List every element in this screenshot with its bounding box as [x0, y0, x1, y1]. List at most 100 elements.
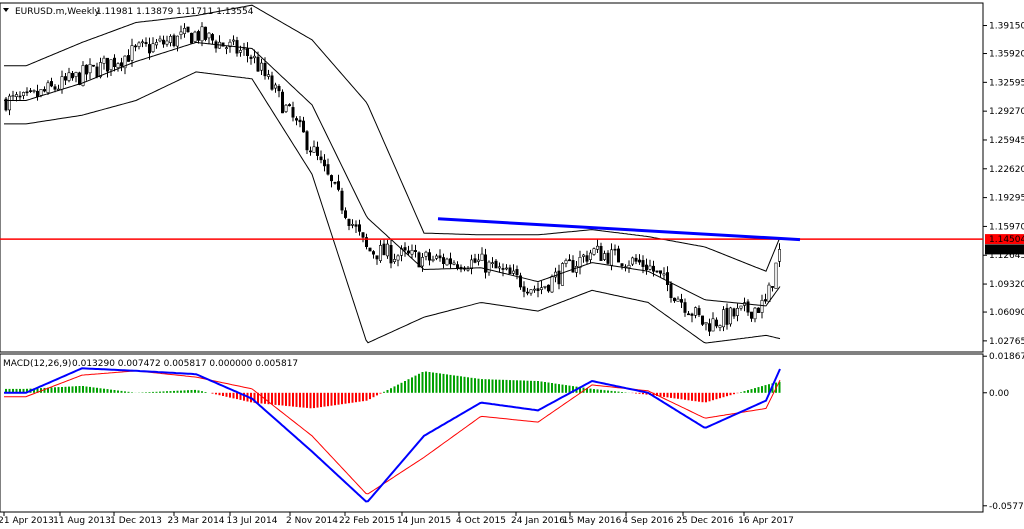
- candle-body: [581, 254, 585, 257]
- candle-body: [606, 252, 610, 264]
- candle-body: [571, 260, 575, 273]
- time-tick-label: 1 Dec 2013: [110, 516, 162, 526]
- candle-body: [277, 86, 281, 92]
- candle-body: [263, 62, 267, 77]
- candle-body: [176, 35, 180, 47]
- current-price-label-text: 1.13554: [989, 245, 1024, 255]
- candle-body: [777, 249, 781, 262]
- price-tick-label: 1.35920: [989, 50, 1024, 60]
- candle-body: [704, 321, 708, 325]
- candle-body: [756, 307, 760, 313]
- candle-body: [455, 264, 459, 269]
- candle-body: [529, 289, 533, 294]
- candle-body: [378, 245, 382, 261]
- candle-body: [767, 284, 771, 302]
- candle-body: [749, 311, 753, 319]
- candle-body: [350, 224, 354, 226]
- candle-body: [648, 265, 652, 270]
- candle-body: [74, 72, 78, 77]
- macd-panel[interactable]: 0.018674 0.00 -0.057731 MACD(12,26,9) 0.01…: [0, 352, 1024, 513]
- candle-body: [25, 91, 29, 94]
- candle-body: [291, 107, 295, 118]
- candle-body: [106, 57, 110, 72]
- candle-body: [599, 246, 603, 261]
- candle-body: [273, 84, 277, 89]
- candle-body: [452, 262, 456, 265]
- candle-body: [326, 164, 330, 175]
- price-tick-label: 1.06090: [989, 308, 1024, 318]
- candle-body: [564, 260, 568, 264]
- candle-body: [32, 90, 36, 92]
- candle-body: [364, 237, 368, 247]
- candle-body: [525, 291, 529, 294]
- candle-body: [480, 253, 484, 262]
- price-tick-label: 1.39150: [989, 22, 1024, 32]
- time-axis: 21 Apr 2013 11 Aug 2013 1 Dec 2013 23 Mar 2…: [0, 512, 794, 526]
- candle-body: [53, 86, 57, 90]
- candle-body: [200, 26, 204, 42]
- time-tick-label: 13 Jul 2014: [227, 516, 278, 526]
- macd-main-line: [4, 367, 781, 503]
- candle-body: [11, 95, 15, 97]
- candle-body: [490, 262, 494, 265]
- price-tick-label: 1.02765: [989, 337, 1024, 347]
- price-panel[interactable]: 1.39150 1.35920 1.32595 1.29270 1.25945 1.226…: [0, 2, 1024, 353]
- candle-body: [357, 224, 361, 232]
- candle-body: [560, 263, 564, 286]
- candle-body: [760, 300, 764, 313]
- time-tick-label: 16 Apr 2017: [738, 516, 794, 526]
- candle-body: [718, 325, 722, 328]
- candle-body: [228, 41, 232, 48]
- candle-body: [392, 259, 396, 262]
- time-tick-label: 22 Feb 2015: [339, 516, 395, 526]
- candle-body: [109, 59, 113, 71]
- price-tick-label: 1.12645: [989, 251, 1024, 261]
- candle-body: [46, 82, 50, 93]
- candle-body: [417, 252, 421, 268]
- candle-body: [169, 35, 173, 43]
- candle-body: [81, 65, 85, 86]
- candle-body: [658, 270, 662, 274]
- candle-body: [676, 298, 680, 302]
- resistance-trendline[interactable]: [437, 217, 801, 242]
- candle-body: [613, 248, 617, 251]
- candle-body: [739, 305, 743, 309]
- candle-body: [162, 39, 166, 45]
- candle-body: [294, 118, 298, 121]
- candle-body: [116, 63, 120, 68]
- candle-body: [406, 250, 410, 254]
- candle-body: [259, 62, 263, 71]
- candle-body: [441, 257, 445, 264]
- candle-body: [543, 285, 547, 288]
- candle-body: [361, 232, 365, 238]
- candle-body: [246, 48, 250, 56]
- candle-body: [298, 119, 302, 123]
- candle-body: [368, 247, 372, 252]
- candle-body: [508, 267, 512, 275]
- time-tick-label: 21 Apr 2013: [0, 516, 54, 526]
- header-arrow-icon: [3, 8, 9, 12]
- bollinger-lower-line: [4, 71, 781, 344]
- candle-body: [225, 47, 229, 50]
- macd-header: MACD(12,26,9) 0.013290 0.007472 0.005817…: [3, 359, 298, 369]
- candle-body: [725, 307, 729, 325]
- candle-body: [60, 76, 64, 90]
- ohlc-values: 1.11981 1.13879 1.11711 1.13554: [96, 7, 254, 17]
- candle-body: [609, 249, 613, 266]
- candle-body: [732, 308, 736, 317]
- time-tick-label: 14 Jun 2015: [397, 516, 451, 526]
- candle-body: [113, 57, 117, 67]
- time-tick-label: 24 Jan 2016: [511, 516, 565, 526]
- candle-body: [190, 32, 194, 44]
- time-tick-label: 11 Aug 2013: [53, 516, 111, 526]
- macd-tick-label: 0.00: [989, 389, 1009, 399]
- candle-body: [532, 288, 536, 291]
- candle-body: [753, 307, 757, 320]
- candle-body: [602, 253, 606, 260]
- candle-body: [546, 284, 550, 292]
- candle-body: [385, 243, 389, 257]
- candle-body: [690, 313, 694, 316]
- candle-body: [151, 43, 155, 53]
- candle-body: [123, 55, 127, 69]
